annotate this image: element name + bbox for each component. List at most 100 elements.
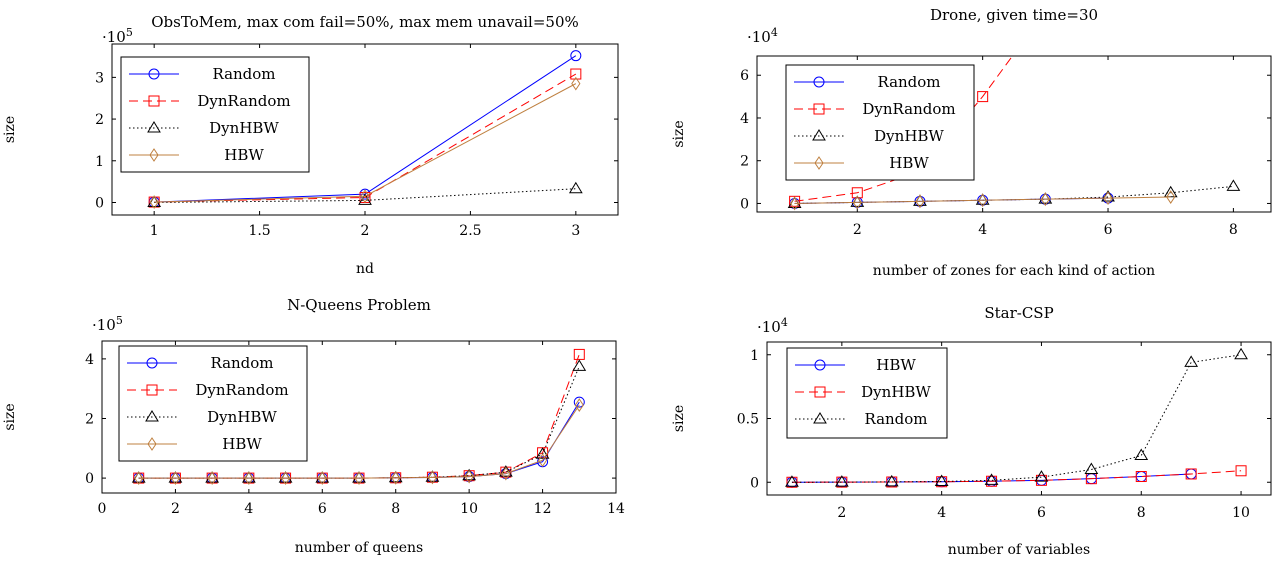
legend-item: DynRandom bbox=[129, 92, 291, 110]
exponent-power: 4 bbox=[781, 316, 788, 329]
data-point bbox=[1184, 355, 1199, 367]
legend-marker bbox=[814, 156, 824, 170]
y-tick-label: 0 bbox=[95, 195, 104, 211]
y-axis-label: size bbox=[2, 403, 18, 430]
x-tick-label: 3 bbox=[571, 223, 580, 239]
data-point bbox=[790, 196, 800, 211]
data-point bbox=[149, 195, 159, 209]
data-point bbox=[1166, 190, 1176, 204]
legend-label: Random bbox=[864, 410, 927, 428]
series-dynrandom bbox=[789, 56, 1014, 207]
y-tick-label: 1 bbox=[750, 348, 759, 364]
data-point bbox=[535, 447, 550, 459]
x-axis-label: number of queens bbox=[295, 540, 424, 556]
data-point bbox=[1084, 462, 1099, 474]
legend-marker bbox=[147, 121, 161, 133]
data-point bbox=[427, 470, 438, 485]
exponent-label: ·104 bbox=[747, 26, 778, 46]
y-tick-label: 0 bbox=[750, 475, 759, 491]
x-axis-label: number of variables bbox=[948, 542, 1090, 558]
legend-item: DynHBW bbox=[794, 127, 944, 145]
legend-label: Random bbox=[877, 73, 940, 91]
y-axis-label: size bbox=[671, 405, 687, 432]
exponent-label: ·105 bbox=[102, 26, 133, 46]
exponent-base: ·10 bbox=[102, 28, 126, 46]
data-point bbox=[1185, 468, 1197, 480]
legend-item: Random bbox=[794, 73, 941, 91]
legend-label: DynHBW bbox=[207, 408, 277, 426]
legend-label: HBW bbox=[889, 154, 929, 172]
x-tick-label: 4 bbox=[937, 505, 946, 521]
legend-marker bbox=[146, 357, 158, 369]
series-line bbox=[794, 56, 1014, 202]
data-point bbox=[986, 475, 998, 487]
legend-label: DynRandom bbox=[195, 381, 288, 399]
series-dynhbw bbox=[787, 179, 1241, 208]
legend-item: DynRandom bbox=[794, 100, 956, 118]
data-point bbox=[785, 475, 799, 487]
exponent-base: ·10 bbox=[747, 28, 771, 46]
data-point bbox=[789, 195, 801, 207]
series-line bbox=[791, 470, 1242, 483]
legend-label: Random bbox=[210, 354, 273, 372]
plot-frame bbox=[756, 55, 1272, 213]
legend-item: Random bbox=[129, 65, 276, 83]
data-point bbox=[851, 187, 863, 199]
legend-label: DynRandom bbox=[197, 92, 290, 110]
legend-item: DynHBW bbox=[795, 383, 931, 401]
data-point bbox=[884, 474, 899, 487]
data-point bbox=[537, 453, 548, 468]
legend-marker bbox=[813, 103, 825, 115]
data-point bbox=[464, 469, 474, 484]
series-hbw bbox=[790, 190, 1176, 211]
data-point bbox=[207, 471, 217, 485]
data-point bbox=[977, 91, 989, 103]
x-axis-label: number of zones for each kind of action bbox=[873, 263, 1155, 279]
legend-marker bbox=[814, 359, 826, 371]
chart-title: Star-CSP bbox=[984, 304, 1053, 322]
x-tick-label: 14 bbox=[607, 501, 625, 517]
data-point bbox=[1134, 448, 1149, 460]
y-axis-label: size bbox=[2, 116, 18, 143]
series-hbw bbox=[149, 76, 581, 209]
legend-marker bbox=[814, 386, 826, 398]
x-tick-label: 2 bbox=[837, 505, 846, 521]
data-point bbox=[358, 193, 372, 205]
series-line bbox=[791, 354, 1242, 483]
legend-label: DynHBW bbox=[209, 119, 279, 137]
series-line bbox=[154, 83, 577, 203]
exponent-power: 5 bbox=[126, 26, 133, 39]
series-dynhbw bbox=[786, 465, 1247, 488]
data-point bbox=[360, 189, 370, 204]
data-point bbox=[573, 348, 585, 360]
data-point bbox=[1040, 192, 1050, 207]
data-point bbox=[391, 470, 401, 485]
series-line bbox=[794, 196, 1171, 204]
y-tick-label: 0 bbox=[85, 471, 94, 487]
data-point bbox=[1034, 470, 1049, 482]
y-tick-label: 0.5 bbox=[737, 412, 759, 428]
legend-marker bbox=[145, 410, 159, 422]
exponent-label: ·104 bbox=[757, 316, 788, 336]
x-tick-label: 4 bbox=[978, 222, 987, 238]
legend: Random DynRandom DynHBW HBW bbox=[785, 64, 975, 181]
data-point bbox=[134, 471, 144, 485]
legend: HBW DynHBW Random bbox=[786, 347, 948, 439]
x-tick-label: 2.5 bbox=[459, 223, 481, 239]
legend-box bbox=[785, 64, 975, 181]
legend-box bbox=[118, 345, 308, 462]
x-tick-label: 0 bbox=[98, 501, 107, 517]
x-tick-label: 8 bbox=[391, 501, 400, 517]
y-tick-label: 3 bbox=[95, 70, 104, 86]
y-tick-label: 4 bbox=[85, 352, 94, 368]
legend-item: DynHBW bbox=[127, 408, 277, 426]
chart-title: N-Queens Problem bbox=[287, 296, 431, 314]
chart-title: ObsToMem, max com fail=50%, max mem unav… bbox=[151, 13, 579, 31]
x-tick-label: 8 bbox=[1137, 505, 1146, 521]
legend-box bbox=[120, 56, 310, 173]
legend-item: Random bbox=[795, 410, 928, 428]
legend-label: DynHBW bbox=[861, 383, 931, 401]
data-point bbox=[574, 398, 584, 412]
